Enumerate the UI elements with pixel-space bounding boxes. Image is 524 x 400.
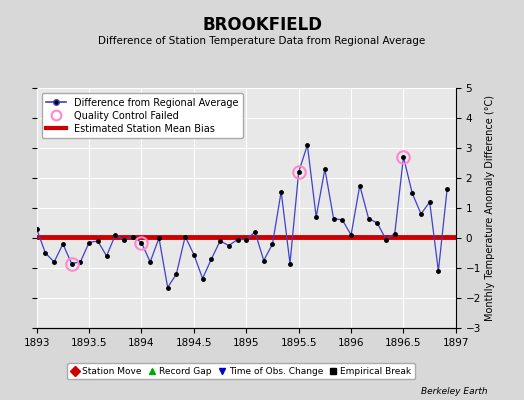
Text: BROOKFIELD: BROOKFIELD	[202, 16, 322, 34]
Text: Berkeley Earth: Berkeley Earth	[421, 387, 487, 396]
Legend: Difference from Regional Average, Quality Control Failed, Estimated Station Mean: Difference from Regional Average, Qualit…	[41, 93, 243, 138]
Y-axis label: Monthly Temperature Anomaly Difference (°C): Monthly Temperature Anomaly Difference (…	[485, 95, 495, 321]
Text: Difference of Station Temperature Data from Regional Average: Difference of Station Temperature Data f…	[99, 36, 425, 46]
Legend: Station Move, Record Gap, Time of Obs. Change, Empirical Break: Station Move, Record Gap, Time of Obs. C…	[67, 363, 415, 380]
